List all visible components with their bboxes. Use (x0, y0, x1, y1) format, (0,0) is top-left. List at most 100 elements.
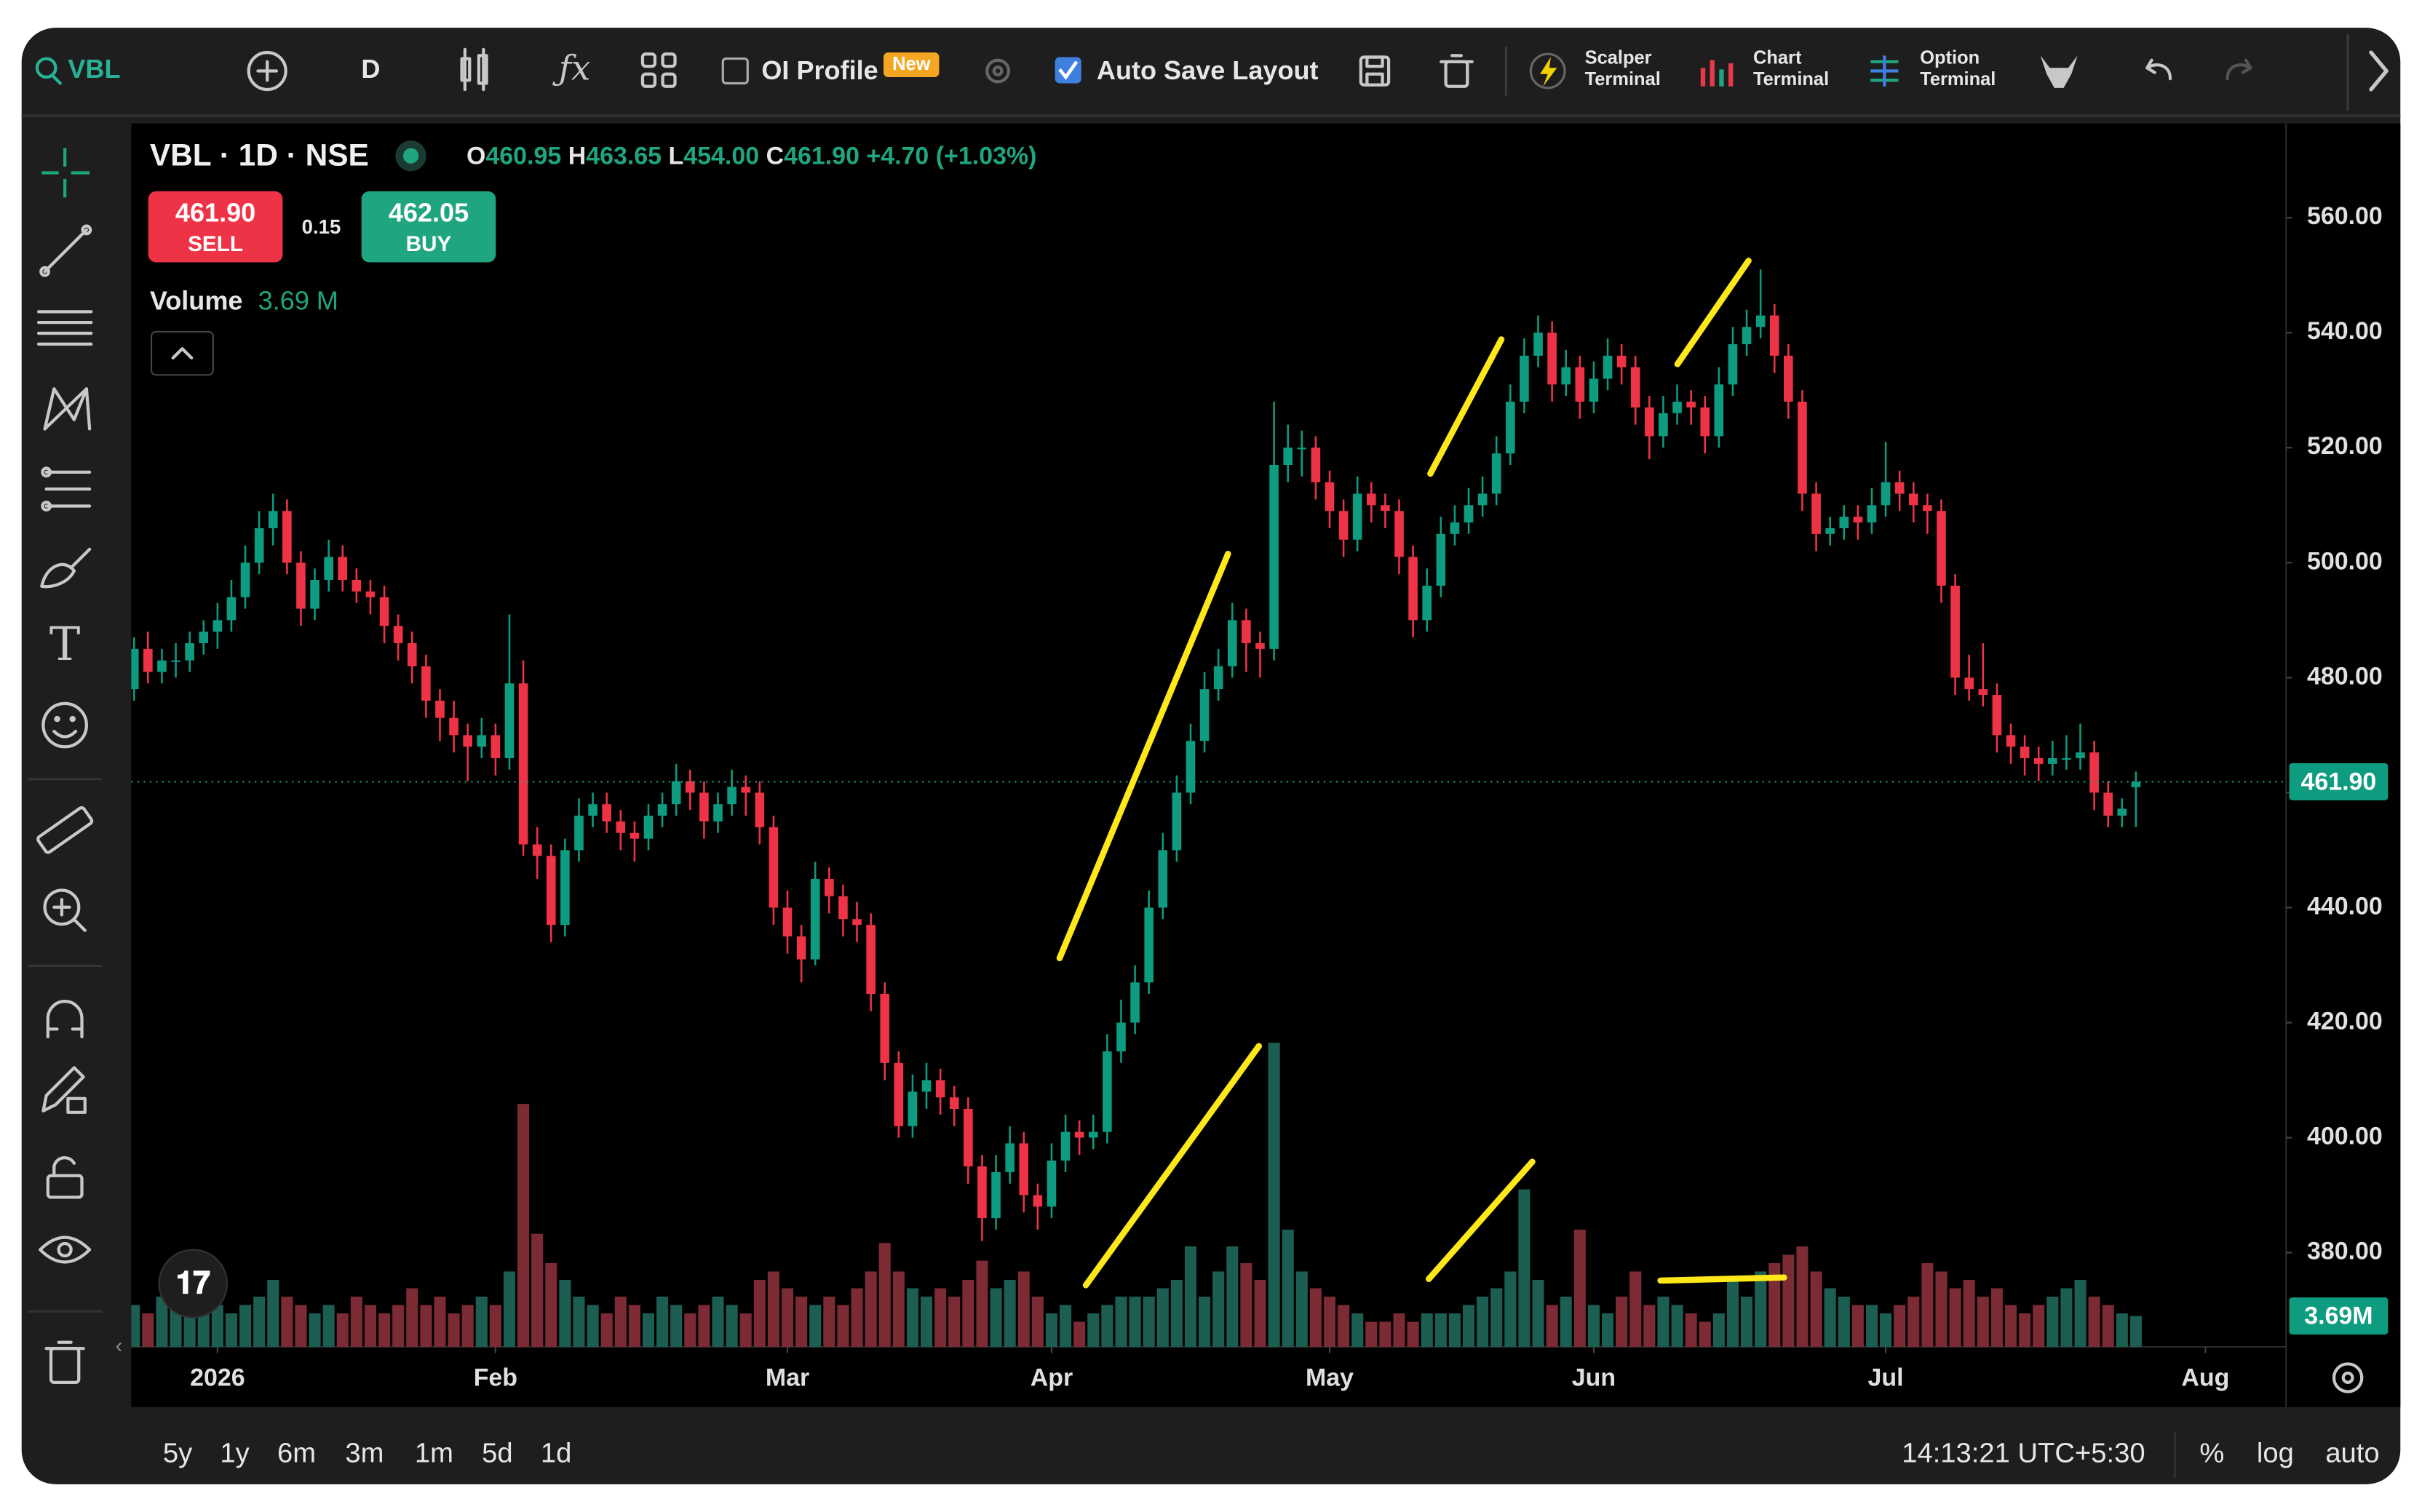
chart-terminal-part[interactable] (1710, 60, 1715, 87)
scalper-terminal-part[interactable]: Terminal (1585, 69, 1661, 89)
range-button[interactable]: 1m (415, 1438, 453, 1469)
scalper-terminal-part[interactable]: Scalper (1585, 47, 1652, 68)
collapse-legend-part[interactable] (171, 347, 194, 360)
option-terminal-part[interactable]: Terminal (1920, 69, 1996, 89)
remove-drawings-part[interactable] (49, 1347, 81, 1385)
sell-button-part[interactable]: 461.90 (175, 197, 255, 227)
sell-button[interactable]: 461.90 SELL (148, 191, 283, 263)
brush-tool-part[interactable] (40, 547, 92, 589)
time-axis-settings-part[interactable] (2341, 1372, 2354, 1385)
emoji-tool-part[interactable] (69, 715, 76, 723)
measure-tool-part[interactable] (36, 806, 94, 854)
chart-type[interactable] (460, 47, 488, 92)
pattern-tool[interactable] (43, 387, 92, 431)
buy-button-part[interactable] (361, 191, 496, 263)
save-layout[interactable] (1359, 55, 1391, 87)
time-axis-settings[interactable] (2332, 1362, 2364, 1393)
add-symbol-part[interactable] (247, 50, 287, 92)
pattern-tool-part[interactable] (43, 387, 92, 431)
pattern-tool-part[interactable] (43, 387, 88, 431)
zoom-tool-part[interactable] (43, 888, 81, 926)
undo-part[interactable] (2145, 58, 2172, 81)
range-button[interactable]: 5y (163, 1438, 193, 1469)
remove-drawings[interactable] (44, 1340, 85, 1385)
emoji-tool-part[interactable] (54, 715, 60, 723)
symbol-search-part[interactable]: VBL (68, 54, 120, 84)
measure-tool[interactable] (36, 806, 94, 854)
zoom-tool[interactable] (43, 888, 87, 932)
bull-logo[interactable] (2040, 55, 2078, 88)
undo[interactable] (2145, 58, 2172, 81)
oi-profile-toggle-part[interactable]: OI Profile (761, 55, 878, 85)
chart-terminal-part[interactable] (1700, 68, 1706, 87)
chart-terminal-part[interactable] (1728, 63, 1734, 87)
collapse-toolbar[interactable]: ‹ (115, 1334, 122, 1358)
save-layout-part[interactable] (1365, 55, 1384, 68)
percent-scale[interactable]: % (2199, 1438, 2224, 1469)
range-button[interactable]: 3m (345, 1438, 384, 1469)
lock-drawing-tool-part[interactable] (66, 1097, 87, 1114)
trend-line-tool-part[interactable] (81, 224, 92, 236)
projection-tool[interactable] (41, 466, 92, 512)
symbol-search[interactable]: VBL (35, 54, 121, 85)
oi-profile-toggle-part[interactable]: New (892, 54, 931, 74)
delete-layout[interactable] (1440, 54, 1474, 88)
text-tool[interactable]: T (49, 618, 80, 672)
emoji-tool-part[interactable] (41, 701, 88, 749)
magnet-tool[interactable] (46, 1000, 84, 1039)
delete-layout-part[interactable] (1444, 60, 1469, 88)
buy-button-part[interactable]: BUY (406, 232, 452, 256)
oi-profile-toggle-part[interactable] (721, 57, 749, 85)
visibility-tool[interactable] (39, 1236, 92, 1264)
auto-scale[interactable]: auto (2325, 1438, 2379, 1469)
crosshair-tool[interactable] (41, 148, 90, 198)
chart-terminal-part[interactable]: Terminal (1753, 69, 1829, 89)
auto-save-toggle-part[interactable]: Auto Save Layout (1097, 55, 1319, 85)
lock-all-tool[interactable] (46, 1155, 84, 1199)
zoom-tool-part[interactable] (72, 918, 87, 932)
settings-part[interactable] (985, 58, 1011, 84)
bull-logo-part[interactable] (2040, 55, 2078, 88)
buy-button-part[interactable]: 462.05 (389, 197, 469, 227)
trend-line-tool[interactable] (39, 224, 92, 277)
oi-profile-toggle[interactable]: OI Profile New (721, 52, 940, 85)
indicators[interactable]: ƒx (552, 49, 591, 89)
projection-tool-part[interactable] (41, 501, 52, 512)
layouts[interactable] (640, 52, 677, 88)
settings[interactable] (985, 58, 1011, 84)
range-button[interactable]: 1d (541, 1438, 571, 1469)
fib-tool[interactable] (36, 310, 93, 346)
emoji-tool-part[interactable] (52, 729, 78, 739)
oi-profile-toggle-part[interactable] (884, 52, 940, 78)
layouts-part[interactable] (640, 72, 657, 88)
sell-button-part[interactable]: SELL (188, 232, 243, 256)
add-symbol[interactable] (247, 50, 287, 92)
visibility-tool-part[interactable] (57, 1241, 73, 1258)
scalper-terminal-part[interactable] (1540, 57, 1557, 87)
lock-drawing-tool[interactable] (41, 1066, 87, 1114)
chart-terminal-part[interactable]: Chart (1753, 47, 1802, 68)
save-layout-part[interactable] (1365, 72, 1384, 87)
layouts-part[interactable] (661, 72, 677, 88)
tv-logo[interactable]: 𝟏𝟕 (158, 1249, 229, 1318)
redo[interactable] (2226, 58, 2252, 81)
collapse-legend-part[interactable] (150, 330, 214, 376)
scalper-terminal-part[interactable] (1529, 52, 1566, 89)
lock-all-tool-part[interactable] (52, 1155, 76, 1177)
trend-line-tool-part[interactable] (43, 228, 88, 274)
tv-logo-part[interactable]: 𝟏𝟕 (176, 1266, 210, 1300)
log-scale[interactable]: log (2257, 1438, 2294, 1469)
visibility-tool-part[interactable] (39, 1236, 92, 1264)
magnet-tool-part[interactable] (46, 1000, 84, 1039)
crosshair-tool-part[interactable] (58, 167, 71, 179)
redo-part[interactable] (2226, 58, 2252, 81)
expand-toolbar[interactable] (2369, 50, 2389, 92)
tv-logo-part[interactable] (158, 1249, 229, 1318)
lock-drawing-tool-part[interactable] (41, 1066, 85, 1113)
auto-save-toggle[interactable]: Auto Save Layout (1055, 55, 1319, 85)
range-button[interactable]: 1y (220, 1438, 250, 1469)
range-button[interactable]: 6m (277, 1438, 316, 1469)
